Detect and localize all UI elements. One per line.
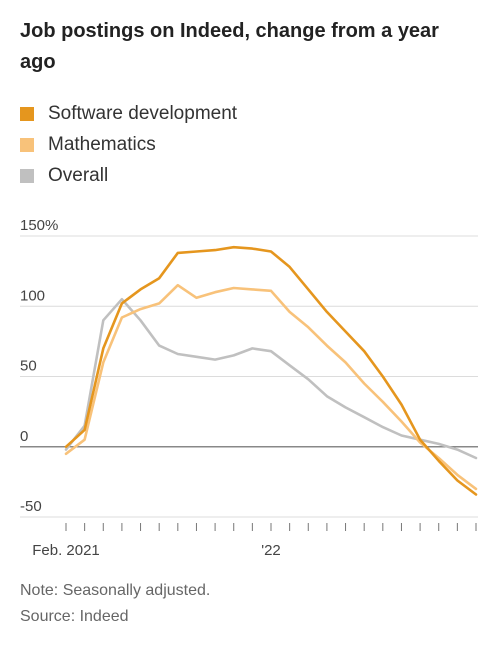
- legend: Software development Mathematics Overall: [20, 98, 237, 191]
- series-line-software-development: [64, 245, 478, 496]
- y-tick-label: 0: [20, 428, 28, 445]
- legend-swatch-software: [20, 106, 34, 121]
- y-tick-label: 150%: [20, 217, 58, 234]
- note-text: Note: Seasonally adjusted.: [20, 582, 211, 599]
- legend-item-mathematics: Mathematics: [20, 129, 237, 160]
- notes: Note: Seasonally adjusted. Source: Indee…: [20, 578, 210, 630]
- x-tick-label: Feb. 2021: [32, 542, 100, 559]
- x-tick-label: '22: [261, 542, 281, 559]
- y-tick-label: -50: [20, 498, 42, 515]
- legend-item-overall: Overall: [20, 160, 237, 191]
- legend-swatch-mathematics: [20, 137, 34, 152]
- series-line-overall: [64, 297, 478, 460]
- series-line-mathematics: [64, 283, 478, 491]
- y-tick-label: 100: [20, 287, 45, 304]
- legend-label-overall: Overall: [48, 164, 109, 186]
- source-text: Source: Indeed: [20, 608, 129, 625]
- legend-swatch-overall: [20, 168, 34, 183]
- y-tick-label: 50: [20, 358, 37, 375]
- legend-item-software: Software development: [20, 98, 237, 129]
- legend-label-software: Software development: [48, 102, 238, 124]
- line-chart: 150% 100 50 0 -50 Feb. 2021 '22: [20, 217, 478, 559]
- legend-label-mathematics: Mathematics: [48, 133, 156, 155]
- chart-title: Job postings on Indeed, change from a ye…: [20, 20, 439, 73]
